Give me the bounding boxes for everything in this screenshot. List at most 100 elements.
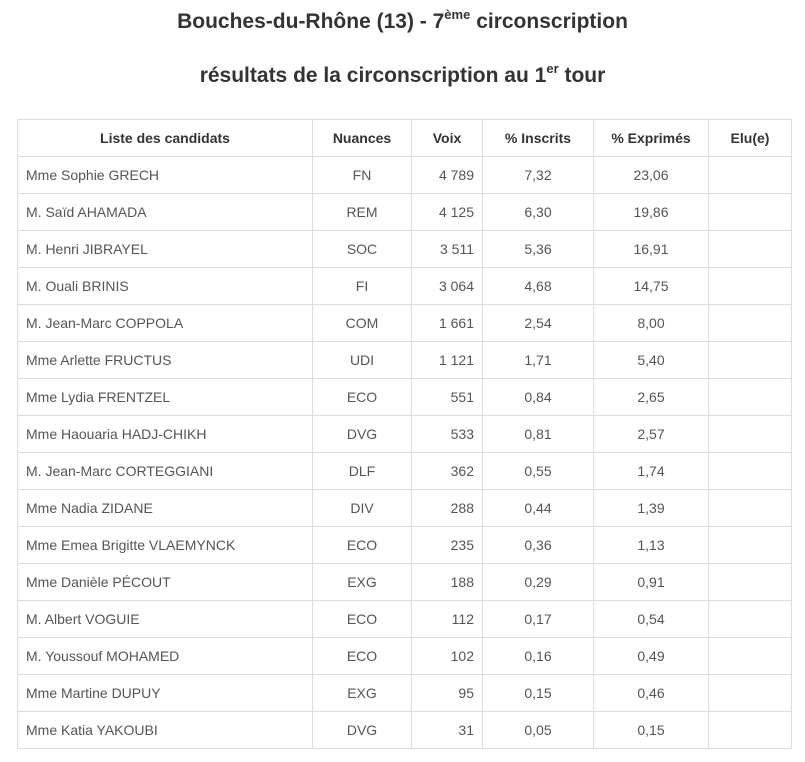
column-header-exprimes: % Exprimés (593, 119, 709, 158)
column-header-elu: Elu(e) (708, 119, 792, 158)
nuance-code: FI (312, 267, 412, 306)
votes-count: 188 (411, 563, 483, 602)
table-header-row: Liste des candidats Nuances Voix % Inscr… (17, 119, 792, 158)
candidate-name: Mme Danièle PÉCOUT (17, 563, 313, 602)
pct-exprimes: 0,15 (593, 711, 709, 750)
candidate-name: M. Henri JIBRAYEL (17, 230, 313, 269)
pct-inscrits: 0,15 (482, 674, 594, 713)
candidate-name: Mme Katia YAKOUBI (17, 711, 313, 750)
candidate-name: Mme Sophie GRECH (17, 156, 313, 195)
pct-inscrits: 0,81 (482, 415, 594, 454)
elu-status (708, 304, 792, 343)
votes-count: 1 121 (411, 341, 483, 380)
nuance-code: DVG (312, 415, 412, 454)
pct-inscrits: 5,36 (482, 230, 594, 269)
votes-count: 112 (411, 600, 483, 639)
table-row: Mme Arlette FRUCTUS UDI 1 121 1,71 5,40 (17, 341, 792, 380)
pct-exprimes: 1,74 (593, 452, 709, 491)
elu-status (708, 452, 792, 491)
page-subtitle-superscript: er (546, 61, 559, 77)
nuance-code: DIV (312, 489, 412, 528)
elu-status (708, 600, 792, 639)
elu-status (708, 711, 792, 750)
candidate-name: Mme Haouaria HADJ-CHIKH (17, 415, 313, 454)
table-row: Mme Lydia FRENTZEL ECO 551 0,84 2,65 (17, 378, 792, 417)
page-subtitle-text: résultats de la circonscription au 1 (199, 64, 547, 88)
elu-status (708, 378, 792, 417)
candidate-name: M. Youssouf MOHAMED (17, 637, 313, 676)
pct-exprimes: 19,86 (593, 193, 709, 232)
page-title: Bouches-du-Rhône (13) - 7ème circonscrip… (0, 0, 805, 34)
pct-exprimes: 0,46 (593, 674, 709, 713)
nuance-code: FN (312, 156, 412, 195)
pct-exprimes: 23,06 (593, 156, 709, 195)
pct-exprimes: 0,54 (593, 600, 709, 639)
candidate-name: Mme Arlette FRUCTUS (17, 341, 313, 380)
elu-status (708, 230, 792, 269)
column-header-candidates: Liste des candidats (17, 119, 313, 158)
pct-inscrits: 2,54 (482, 304, 594, 343)
elu-status (708, 341, 792, 380)
elu-status (708, 526, 792, 565)
page-subtitle-suffix: tour (558, 64, 606, 88)
nuance-code: ECO (312, 526, 412, 565)
elu-status (708, 267, 792, 306)
candidate-name: M. Saïd AHAMADA (17, 193, 313, 232)
candidate-name: M. Jean-Marc CORTEGGIANI (17, 452, 313, 491)
nuance-code: DVG (312, 711, 412, 750)
column-header-nuances: Nuances (312, 119, 412, 158)
column-header-voix: Voix (411, 119, 483, 158)
votes-count: 4 125 (411, 193, 483, 232)
table-row: M. Jean-Marc COPPOLA COM 1 661 2,54 8,00 (17, 304, 792, 343)
page-subtitle: résultats de la circonscription au 1er t… (0, 34, 805, 88)
nuance-code: SOC (312, 230, 412, 269)
pct-exprimes: 0,91 (593, 563, 709, 602)
pct-exprimes: 1,39 (593, 489, 709, 528)
nuance-code: ECO (312, 378, 412, 417)
table-row: Mme Nadia ZIDANE DIV 288 0,44 1,39 (17, 489, 792, 528)
candidate-name: Mme Emea Brigitte VLAEMYNCK (17, 526, 313, 565)
elu-status (708, 637, 792, 676)
table-row: Mme Katia YAKOUBI DVG 31 0,05 0,15 (17, 711, 792, 750)
page-title-text: Bouches-du-Rhône (13) - 7 (177, 10, 445, 33)
pct-inscrits: 1,71 (482, 341, 594, 380)
votes-count: 362 (411, 452, 483, 491)
votes-count: 3 511 (411, 230, 483, 269)
table-row: Mme Emea Brigitte VLAEMYNCK ECO 235 0,36… (17, 526, 792, 565)
pct-exprimes: 14,75 (593, 267, 709, 306)
pct-inscrits: 0,55 (482, 452, 594, 491)
nuance-code: DLF (312, 452, 412, 491)
elu-status (708, 415, 792, 454)
table-row: M. Youssouf MOHAMED ECO 102 0,16 0,49 (17, 637, 792, 676)
votes-count: 31 (411, 711, 483, 750)
pct-inscrits: 0,17 (482, 600, 594, 639)
nuance-code: ECO (312, 600, 412, 639)
table-row: Mme Danièle PÉCOUT EXG 188 0,29 0,91 (17, 563, 792, 602)
pct-exprimes: 2,57 (593, 415, 709, 454)
nuance-code: ECO (312, 637, 412, 676)
pct-inscrits: 0,44 (482, 489, 594, 528)
nuance-code: REM (312, 193, 412, 232)
table-row: M. Saïd AHAMADA REM 4 125 6,30 19,86 (17, 193, 792, 232)
candidate-name: M. Albert VOGUIE (17, 600, 313, 639)
pct-exprimes: 0,49 (593, 637, 709, 676)
votes-count: 102 (411, 637, 483, 676)
pct-exprimes: 2,65 (593, 378, 709, 417)
elu-status (708, 156, 792, 195)
candidate-name: Mme Martine DUPUY (17, 674, 313, 713)
candidate-name: Mme Lydia FRENTZEL (17, 378, 313, 417)
pct-inscrits: 0,84 (482, 378, 594, 417)
pct-inscrits: 0,36 (482, 526, 594, 565)
elu-status (708, 563, 792, 602)
votes-count: 533 (411, 415, 483, 454)
pct-inscrits: 0,16 (482, 637, 594, 676)
votes-count: 95 (411, 674, 483, 713)
nuance-code: COM (312, 304, 412, 343)
pct-exprimes: 16,91 (593, 230, 709, 269)
elu-status (708, 674, 792, 713)
pct-inscrits: 4,68 (482, 267, 594, 306)
elu-status (708, 193, 792, 232)
nuance-code: EXG (312, 674, 412, 713)
table-row: M. Henri JIBRAYEL SOC 3 511 5,36 16,91 (17, 230, 792, 269)
